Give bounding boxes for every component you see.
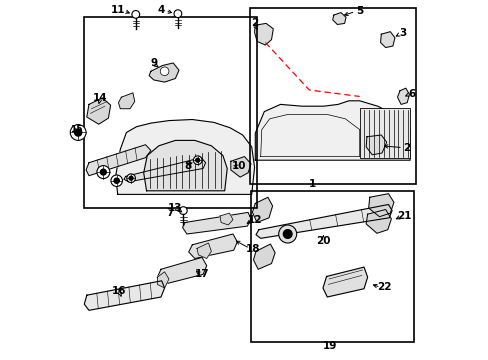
Polygon shape [115, 120, 254, 194]
Circle shape [114, 178, 119, 183]
Polygon shape [84, 281, 164, 310]
Bar [250, 191, 413, 342]
Circle shape [75, 129, 81, 136]
Circle shape [97, 166, 110, 179]
Polygon shape [123, 158, 205, 182]
Polygon shape [149, 63, 179, 82]
Text: 18: 18 [246, 244, 260, 254]
Text: 2: 2 [403, 143, 410, 153]
Polygon shape [157, 257, 206, 284]
Polygon shape [197, 243, 211, 258]
Polygon shape [322, 267, 367, 297]
Polygon shape [118, 93, 134, 109]
Text: 22: 22 [376, 282, 390, 292]
Text: 16: 16 [112, 286, 126, 296]
Text: 6: 6 [407, 89, 415, 99]
Polygon shape [253, 244, 275, 269]
Text: 20: 20 [315, 236, 329, 246]
Circle shape [160, 67, 168, 76]
Polygon shape [188, 234, 237, 258]
Circle shape [195, 158, 199, 162]
Circle shape [100, 169, 106, 175]
Text: 14: 14 [92, 93, 107, 103]
Polygon shape [380, 32, 394, 48]
Circle shape [129, 176, 133, 180]
Text: 11: 11 [110, 5, 125, 15]
Circle shape [278, 225, 296, 243]
Circle shape [126, 174, 135, 183]
Polygon shape [252, 197, 272, 222]
Polygon shape [256, 204, 391, 238]
Polygon shape [397, 88, 408, 104]
Polygon shape [230, 157, 250, 177]
Text: 19: 19 [323, 341, 337, 351]
Text: 13: 13 [168, 203, 182, 213]
Text: 1: 1 [308, 179, 315, 189]
Text: 7: 7 [165, 208, 173, 219]
Text: 15: 15 [70, 125, 82, 134]
Text: 2: 2 [250, 18, 258, 28]
Polygon shape [87, 98, 110, 124]
Polygon shape [332, 13, 346, 24]
Text: 12: 12 [247, 215, 262, 225]
Polygon shape [366, 210, 390, 233]
Bar [84, 17, 257, 208]
Polygon shape [86, 145, 151, 176]
Text: 3: 3 [399, 28, 406, 38]
Bar [249, 8, 415, 184]
Bar [359, 108, 409, 158]
Polygon shape [143, 140, 227, 191]
Text: 4: 4 [157, 5, 164, 15]
Polygon shape [157, 272, 168, 288]
Circle shape [283, 230, 291, 238]
Circle shape [174, 10, 182, 18]
Circle shape [193, 156, 202, 165]
Polygon shape [182, 212, 250, 234]
Circle shape [132, 10, 140, 18]
Polygon shape [254, 23, 273, 45]
Circle shape [70, 125, 86, 140]
Text: 10: 10 [231, 161, 246, 171]
Text: 21: 21 [397, 211, 411, 221]
Text: 5: 5 [355, 6, 363, 16]
Polygon shape [220, 213, 232, 225]
Polygon shape [255, 101, 409, 160]
Polygon shape [366, 135, 386, 155]
Circle shape [179, 207, 187, 215]
Circle shape [111, 175, 122, 186]
Text: 8: 8 [183, 161, 191, 171]
Text: 9: 9 [150, 58, 157, 68]
Polygon shape [368, 194, 393, 217]
Text: 17: 17 [194, 269, 209, 279]
